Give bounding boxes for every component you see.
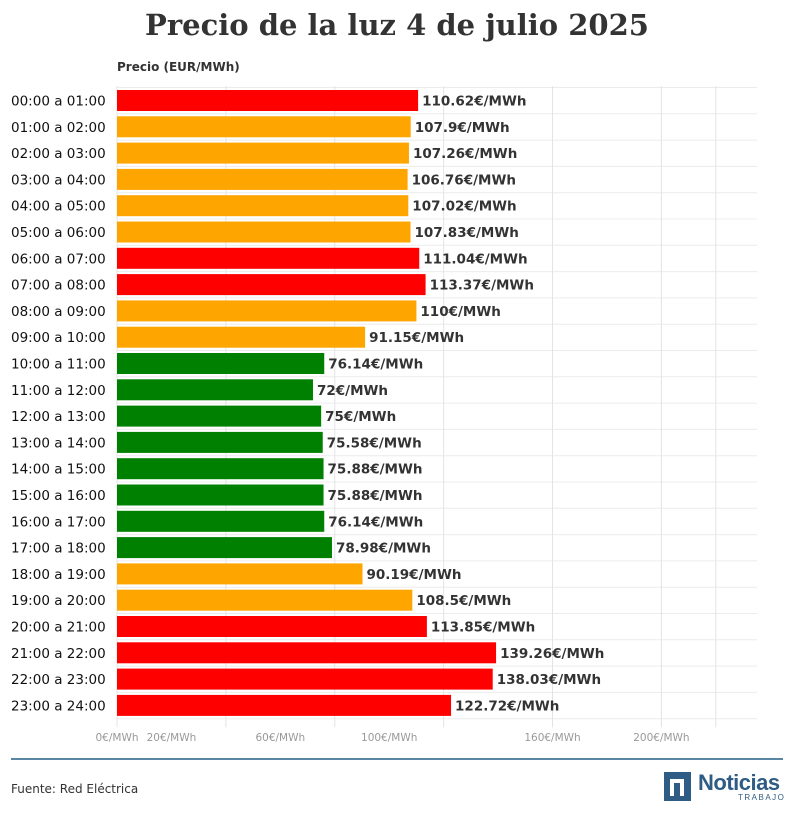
bar[interactable] bbox=[117, 247, 420, 269]
category-label: 05:00 a 06:00 bbox=[11, 225, 106, 241]
x-tick-label: 160€/MWh bbox=[524, 732, 580, 744]
x-tick-label: 20€/MWh bbox=[147, 732, 197, 744]
category-label: 07:00 a 08:00 bbox=[11, 278, 106, 294]
category-label: 00:00 a 01:00 bbox=[11, 94, 106, 110]
category-label: 10:00 a 11:00 bbox=[11, 357, 106, 373]
data-label: 90.19€/MWh bbox=[366, 567, 461, 583]
data-label: 91.15€/MWh bbox=[369, 330, 464, 346]
data-label: 138.03€/MWh bbox=[497, 672, 601, 688]
data-label: 108.5€/MWh bbox=[416, 593, 511, 609]
bar[interactable] bbox=[117, 589, 413, 611]
bar[interactable] bbox=[117, 353, 325, 374]
category-label: 01:00 a 02:00 bbox=[11, 120, 106, 136]
x-tick-label: 100€/MWh bbox=[361, 732, 417, 744]
data-label: 107.26€/MWh bbox=[413, 146, 517, 162]
data-label: 72€/MWh bbox=[317, 383, 388, 399]
category-label: 13:00 a 14:00 bbox=[11, 435, 106, 451]
category-label: 03:00 a 04:00 bbox=[11, 172, 106, 188]
bar[interactable] bbox=[117, 90, 419, 111]
category-label: 22:00 a 23:00 bbox=[11, 672, 106, 688]
category-label: 02:00 a 03:00 bbox=[11, 146, 106, 162]
category-label: 15:00 a 16:00 bbox=[11, 488, 106, 504]
bar[interactable] bbox=[117, 510, 325, 532]
data-label: 75.58€/MWh bbox=[327, 435, 422, 451]
data-label: 107.83€/MWh bbox=[415, 225, 519, 241]
data-label: 106.76€/MWh bbox=[412, 172, 516, 188]
bar[interactable] bbox=[117, 168, 408, 190]
bar[interactable] bbox=[117, 458, 324, 480]
bar[interactable] bbox=[117, 431, 323, 453]
bar[interactable] bbox=[117, 405, 322, 427]
data-label: 76.14€/MWh bbox=[328, 357, 423, 373]
data-label: 139.26€/MWh bbox=[500, 646, 604, 662]
category-label: 08:00 a 09:00 bbox=[11, 304, 106, 320]
data-label: 110.62€/MWh bbox=[422, 94, 526, 110]
data-label: 110€/MWh bbox=[420, 304, 500, 320]
logo-icon bbox=[664, 772, 691, 801]
data-label: 75.88€/MWh bbox=[328, 488, 423, 504]
category-label: 23:00 a 24:00 bbox=[11, 698, 106, 714]
bar[interactable] bbox=[117, 142, 409, 164]
data-label: 113.37€/MWh bbox=[430, 278, 534, 294]
source-note: Fuente: Red Eléctrica bbox=[11, 782, 139, 796]
category-label: 04:00 a 05:00 bbox=[11, 199, 106, 215]
category-label: 18:00 a 19:00 bbox=[11, 567, 106, 583]
bar[interactable] bbox=[117, 563, 363, 585]
bar[interactable] bbox=[117, 642, 497, 664]
data-label: 75€/MWh bbox=[325, 409, 396, 425]
bar[interactable] bbox=[117, 616, 427, 637]
category-label: 11:00 a 12:00 bbox=[11, 383, 106, 399]
data-label: 113.85€/MWh bbox=[431, 620, 535, 636]
x-tick-label: 60€/MWh bbox=[255, 732, 305, 744]
axis-label: Precio (EUR/MWh) bbox=[117, 60, 240, 74]
footer-divider bbox=[11, 758, 783, 760]
category-label: 20:00 a 21:00 bbox=[11, 620, 106, 636]
category-label: 09:00 a 10:00 bbox=[11, 330, 106, 346]
category-label: 06:00 a 07:00 bbox=[11, 251, 106, 267]
category-label: 17:00 a 18:00 bbox=[11, 541, 106, 557]
brand-logo[interactable]: Noticias TRABAJO bbox=[664, 770, 786, 802]
bar[interactable] bbox=[117, 668, 493, 690]
bar[interactable] bbox=[117, 484, 324, 506]
data-label: 75.88€/MWh bbox=[328, 462, 423, 478]
data-label: 78.98€/MWh bbox=[336, 541, 431, 557]
data-label: 107.9€/MWh bbox=[415, 120, 510, 136]
bar[interactable] bbox=[117, 379, 313, 401]
category-label: 19:00 a 20:00 bbox=[11, 593, 106, 609]
bar[interactable] bbox=[117, 694, 452, 716]
category-label: 12:00 a 13:00 bbox=[11, 409, 106, 425]
bar[interactable] bbox=[117, 326, 366, 348]
data-label: 122.72€/MWh bbox=[455, 698, 559, 714]
logo-wordmark: Noticias bbox=[698, 770, 780, 795]
chart-title: Precio de la luz 4 de julio 2025 bbox=[145, 8, 649, 42]
category-label: 16:00 a 17:00 bbox=[11, 514, 106, 530]
data-label: 76.14€/MWh bbox=[328, 514, 423, 530]
bar[interactable] bbox=[117, 195, 409, 217]
x-tick-label: 200€/MWh bbox=[633, 732, 689, 744]
logo-subtitle: TRABAJO bbox=[738, 793, 786, 802]
data-label: 111.04€/MWh bbox=[423, 251, 527, 267]
bar[interactable] bbox=[117, 300, 417, 322]
data-label: 107.02€/MWh bbox=[412, 199, 516, 215]
bar[interactable] bbox=[117, 537, 332, 559]
bar[interactable] bbox=[117, 274, 426, 296]
bar[interactable] bbox=[117, 221, 411, 243]
category-label: 14:00 a 15:00 bbox=[11, 462, 106, 478]
category-label: 21:00 a 22:00 bbox=[11, 646, 106, 662]
x-tick-label: 0€/MWh bbox=[96, 732, 139, 744]
bar-chart: 00:00 a 01:00 110.62€/MWh 01:00 a 02:00 107… bbox=[11, 86, 757, 744]
bar[interactable] bbox=[117, 116, 411, 138]
